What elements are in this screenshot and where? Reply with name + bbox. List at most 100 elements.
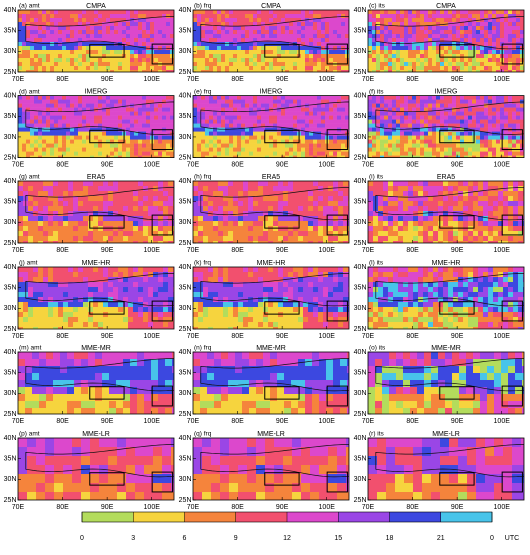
- lon-label: 100E: [494, 504, 511, 511]
- lat-label: 25N: [4, 326, 17, 333]
- lat-label: 35N: [354, 28, 367, 35]
- lon-label: 90E: [101, 247, 114, 254]
- lat-label: 35N: [4, 285, 17, 292]
- lon-label: 80E: [56, 504, 69, 511]
- lon-label: 70E: [362, 247, 375, 254]
- lat-label: 35N: [354, 285, 367, 292]
- phase-field: [18, 10, 174, 74]
- colorbar-tick-label: 6: [183, 535, 187, 542]
- lon-label: 70E: [187, 76, 200, 83]
- lon-label: 90E: [276, 247, 289, 254]
- phase-field: [193, 181, 353, 246]
- lon-label: 100E: [144, 504, 161, 511]
- lon-label: 80E: [406, 161, 419, 168]
- lat-label: 40N: [354, 178, 367, 185]
- colorbar-segment: [236, 512, 288, 522]
- lat-label: 30N: [179, 476, 192, 483]
- panel-label: (k) frq: [194, 260, 211, 267]
- lon-label: 90E: [101, 161, 114, 168]
- lat-label: 35N: [354, 370, 367, 377]
- phase-field: [18, 181, 178, 246]
- lat-label: 30N: [354, 219, 367, 226]
- panel-title: MME-MR: [81, 345, 111, 352]
- lon-label: 80E: [231, 247, 244, 254]
- lon-label: 80E: [56, 333, 69, 340]
- lat-label: 35N: [179, 113, 192, 120]
- panel-label: (l) its: [369, 260, 384, 267]
- panel-label: (p) amt: [19, 431, 40, 438]
- lat-label: 25N: [179, 240, 192, 247]
- panel-title: ERA5: [262, 174, 280, 181]
- lat-label: 25N: [4, 497, 17, 504]
- lat-label: 25N: [179, 326, 192, 333]
- lat-label: 40N: [354, 349, 367, 356]
- colorbar-segment: [390, 512, 442, 522]
- lon-label: 90E: [451, 247, 464, 254]
- panel-title: MME-LR: [432, 431, 460, 438]
- panel-title: IMERG: [85, 88, 108, 95]
- phase-field: [368, 267, 528, 332]
- lon-label: 100E: [319, 504, 336, 511]
- lon-label: 70E: [12, 333, 25, 340]
- lat-label: 40N: [179, 7, 192, 14]
- lon-label: 70E: [12, 418, 25, 425]
- lon-label: 70E: [12, 161, 25, 168]
- lon-label: 70E: [12, 504, 25, 511]
- panel-title: MME-HR: [432, 260, 461, 267]
- panel-title: MME-LR: [82, 431, 110, 438]
- panel-title: ERA5: [437, 174, 455, 181]
- colorbar-tick-label: 0: [80, 535, 84, 542]
- panel-label: (a) amt: [19, 3, 40, 10]
- lon-label: 80E: [56, 247, 69, 254]
- lat-label: 40N: [179, 264, 192, 271]
- panel-label: (n) frq: [194, 345, 212, 352]
- lon-label: 80E: [406, 76, 419, 83]
- lat-label: 30N: [4, 219, 17, 226]
- phase-field: [368, 10, 524, 74]
- colorbar-tick-label: 9: [234, 535, 238, 542]
- phase-field: [193, 10, 349, 74]
- lon-label: 90E: [276, 418, 289, 425]
- lat-label: 40N: [4, 435, 17, 442]
- lat-label: 30N: [354, 390, 367, 397]
- lon-label: 70E: [187, 418, 200, 425]
- lat-label: 35N: [4, 456, 17, 463]
- lat-label: 40N: [179, 178, 192, 185]
- lat-label: 40N: [4, 349, 17, 356]
- panel-title: ERA5: [87, 174, 105, 181]
- panel-label: (c) its: [369, 3, 386, 10]
- lon-label: 70E: [362, 76, 375, 83]
- lat-label: 25N: [354, 154, 367, 161]
- panel-label: (b) frq: [194, 3, 212, 10]
- lat-label: 25N: [4, 411, 17, 418]
- lat-label: 25N: [354, 240, 367, 247]
- lat-label: 30N: [4, 390, 17, 397]
- panel-label: (q) frq: [194, 431, 212, 438]
- lat-label: 35N: [4, 113, 17, 120]
- colorbar-segment: [441, 512, 493, 522]
- lon-label: 100E: [319, 76, 336, 83]
- colorbar-tick-label: 21: [437, 535, 445, 542]
- phase-field: [193, 96, 349, 160]
- panel-label: (r) its: [369, 431, 385, 438]
- lat-label: 35N: [4, 370, 17, 377]
- lon-label: 80E: [406, 418, 419, 425]
- phase-field: [18, 267, 178, 332]
- colorbar-segment: [287, 512, 339, 522]
- lat-label: 40N: [354, 92, 367, 99]
- lon-label: 100E: [319, 418, 336, 425]
- lon-label: 90E: [101, 418, 114, 425]
- lon-label: 80E: [231, 504, 244, 511]
- lat-label: 35N: [179, 199, 192, 206]
- lon-label: 90E: [451, 504, 464, 511]
- lat-label: 30N: [4, 48, 17, 55]
- lat-label: 40N: [4, 7, 17, 14]
- lon-label: 100E: [494, 333, 511, 340]
